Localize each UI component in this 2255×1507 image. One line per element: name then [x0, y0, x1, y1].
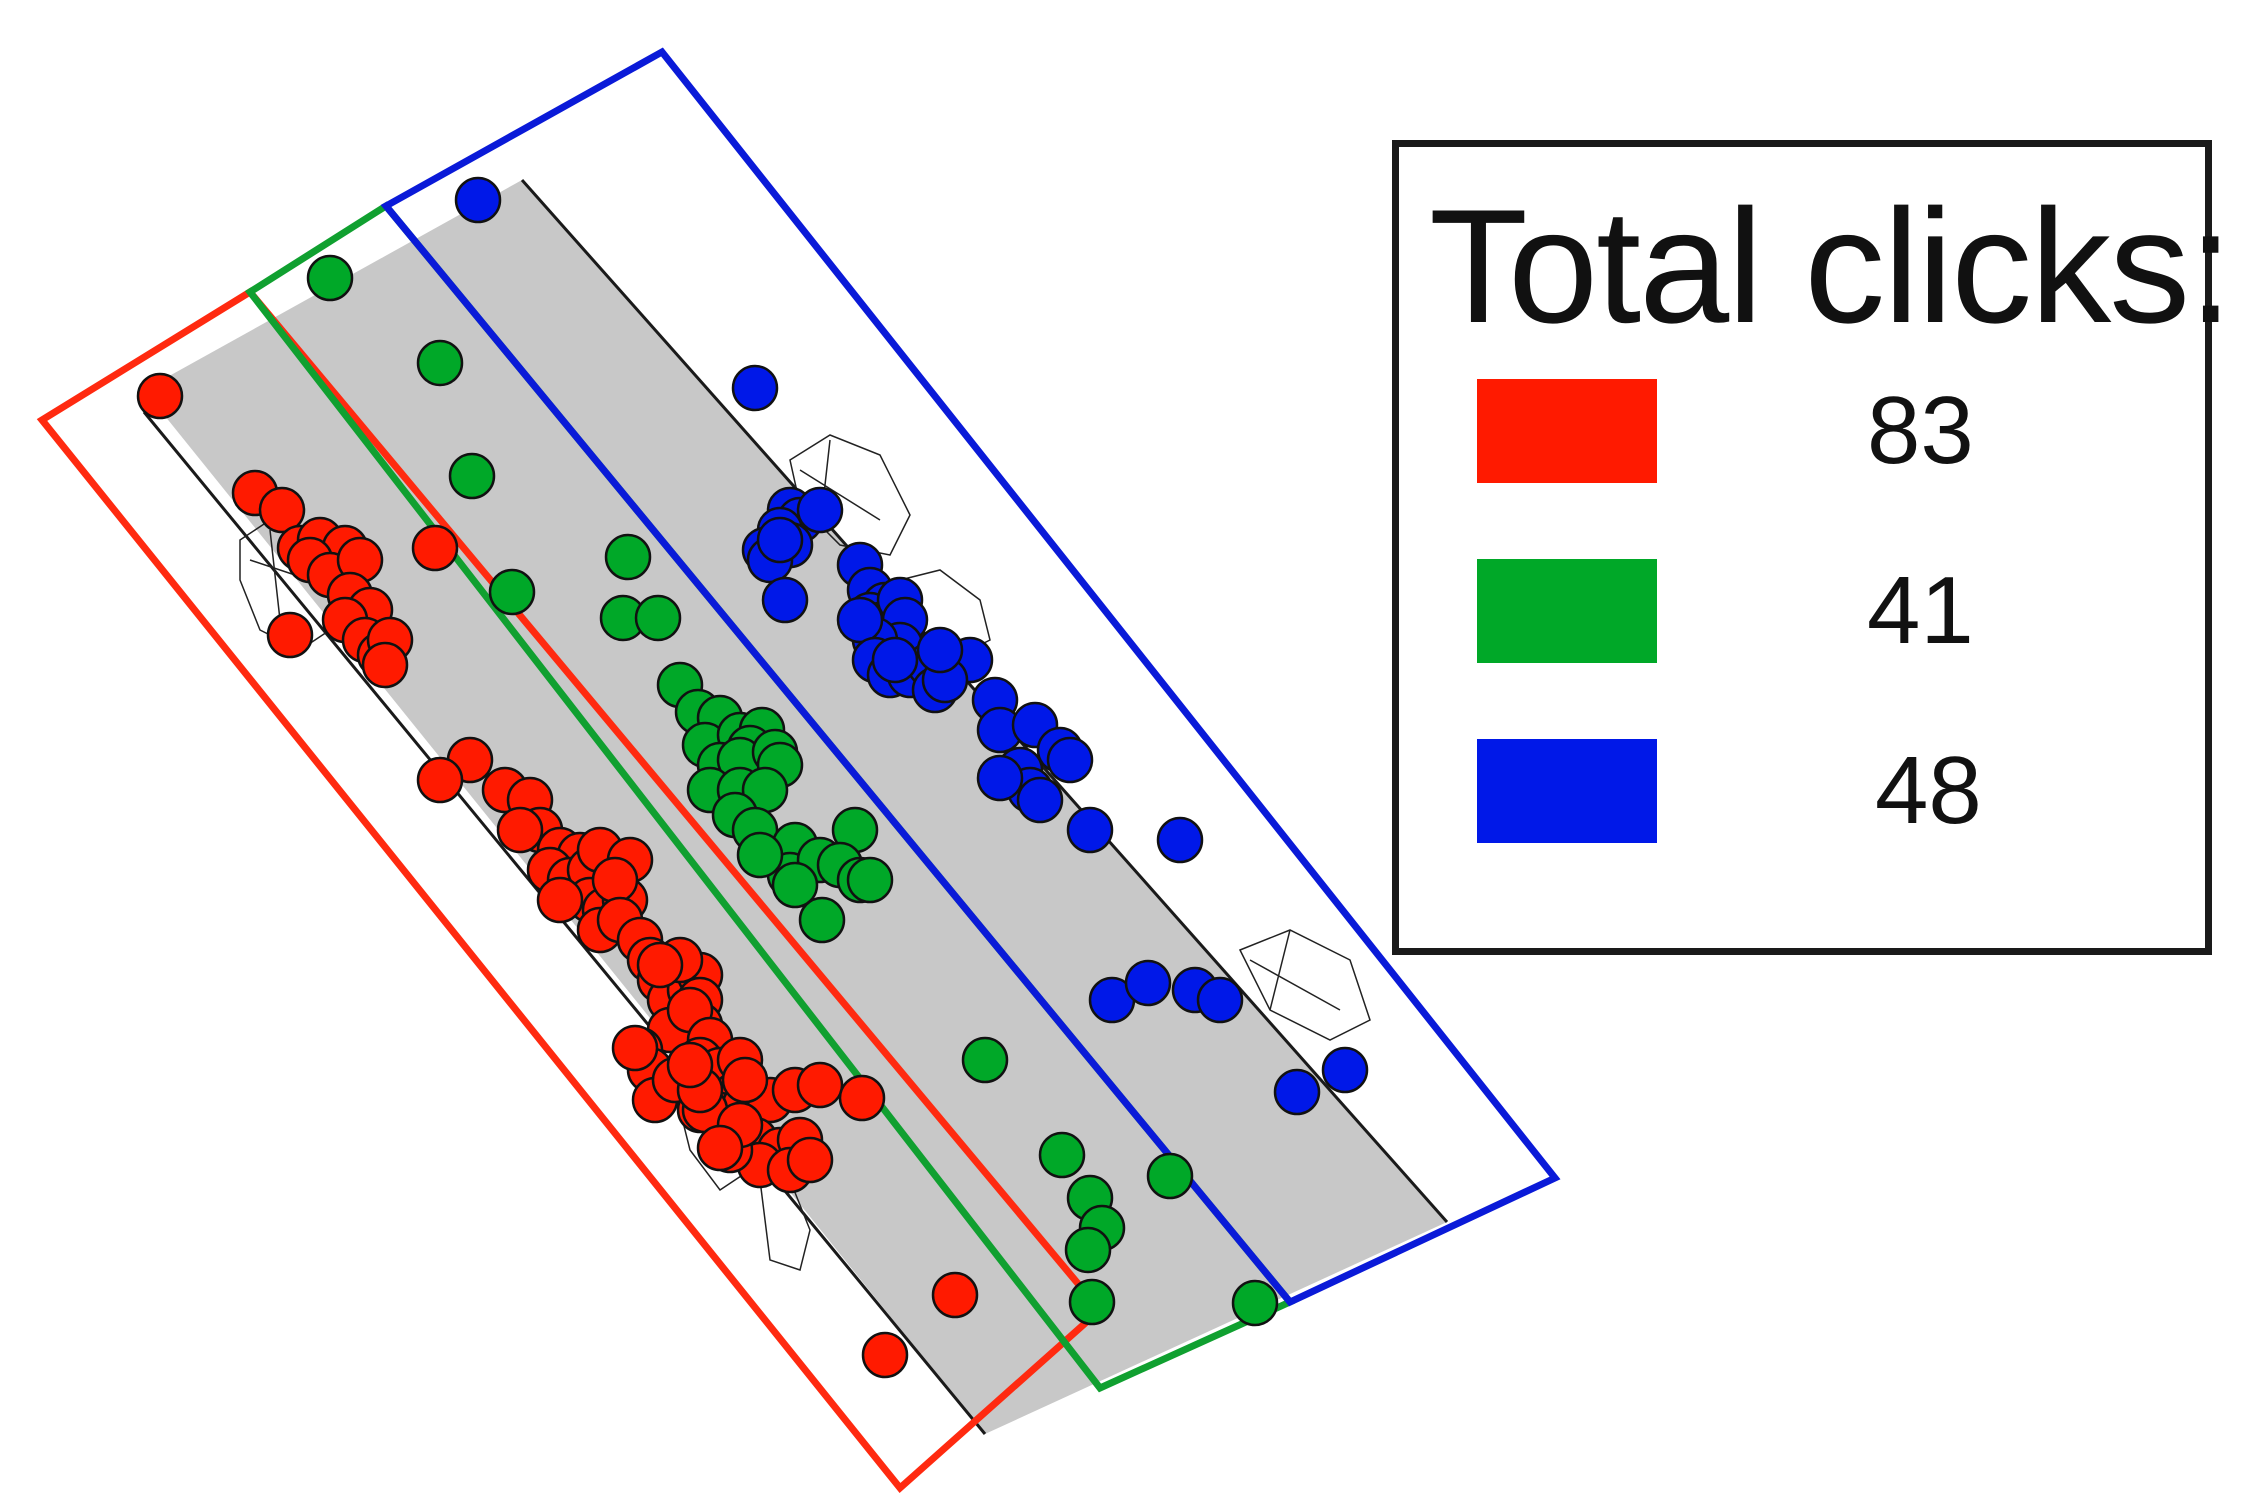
- green-click-dot: [1146, 1152, 1194, 1200]
- red-click-dot: [411, 524, 459, 572]
- blue-click-dot: [916, 626, 964, 674]
- legend-title: Total clicks:: [1429, 176, 2233, 357]
- green-click-dot: [306, 254, 354, 302]
- red-click-dot: [258, 486, 306, 534]
- red-click-dot: [931, 1271, 979, 1319]
- blue-click-dot: [454, 176, 502, 224]
- red-click-dot: [416, 756, 464, 804]
- blue-click-dot: [1196, 976, 1244, 1024]
- red-click-dot: [266, 611, 314, 659]
- click-dots: [136, 176, 1369, 1379]
- green-click-dot: [416, 339, 464, 387]
- green-click-dot: [798, 896, 846, 944]
- green-click-dot: [1038, 1131, 1086, 1179]
- red-click-dot: [361, 641, 409, 689]
- green-click-dot: [1231, 1279, 1279, 1327]
- blue-click-dot: [1016, 776, 1064, 824]
- legend-row-green: 41: [1477, 559, 2077, 663]
- blue-click-dot: [761, 576, 809, 624]
- legend-value-red: 83: [1867, 377, 1974, 484]
- red-click-dot: [496, 806, 544, 854]
- red-click-dot: [796, 1061, 844, 1109]
- red-click-dot: [636, 941, 684, 989]
- zone-blue: [380, 47, 1561, 1307]
- green-click-dot: [1068, 1278, 1116, 1326]
- red-click-dot: [696, 1124, 744, 1172]
- legend-swatch-green: [1477, 559, 1657, 663]
- red-click-dot: [861, 1331, 909, 1379]
- red-click-dot: [536, 876, 584, 924]
- red-click-dot: [611, 1024, 659, 1072]
- green-click-dot: [1064, 1226, 1112, 1274]
- red-click-dot: [786, 1136, 834, 1184]
- vehicle-sketch-4: [1238, 929, 1371, 1041]
- green-click-dot: [846, 856, 894, 904]
- legend-row-blue: 48: [1477, 739, 2077, 843]
- red-click-dot: [591, 856, 639, 904]
- green-click-dot: [634, 594, 682, 642]
- road-strip: [142, 179, 1449, 1435]
- red-click-dot: [666, 1041, 714, 1089]
- blue-click-dot: [731, 364, 779, 412]
- legend: Total clicks: 83 41 48: [1392, 140, 2233, 955]
- green-click-dot: [448, 452, 496, 500]
- green-click-dot: [488, 568, 536, 616]
- road-surface: [144, 180, 1447, 1434]
- legend-swatch-red: [1477, 379, 1657, 483]
- blue-click-dot: [976, 754, 1024, 802]
- green-click-dot: [771, 861, 819, 909]
- green-click-dot: [604, 533, 652, 581]
- blue-click-dot: [1156, 816, 1204, 864]
- red-click-dot: [838, 1074, 886, 1122]
- blue-click-dot: [1273, 1068, 1321, 1116]
- legend-swatch-blue: [1477, 739, 1657, 843]
- blue-click-dot: [871, 636, 919, 684]
- blue-click-dot: [1046, 736, 1094, 784]
- blue-click-dot: [796, 486, 844, 534]
- blue-click-dot: [836, 596, 884, 644]
- blue-click-dot: [756, 516, 804, 564]
- road-edge-left: [142, 411, 987, 1435]
- red-click-dot: [136, 372, 184, 420]
- green-click-dot: [736, 831, 784, 879]
- red-click-dot: [721, 1056, 769, 1104]
- blue-click-dot: [1124, 959, 1172, 1007]
- legend-value-green: 41: [1867, 557, 1974, 664]
- blue-click-dot: [1321, 1046, 1369, 1094]
- legend-value-blue: 48: [1875, 737, 1982, 844]
- green-click-dot: [961, 1036, 1009, 1084]
- blue-click-dot: [1066, 806, 1114, 854]
- legend-row-red: 83: [1477, 379, 2077, 483]
